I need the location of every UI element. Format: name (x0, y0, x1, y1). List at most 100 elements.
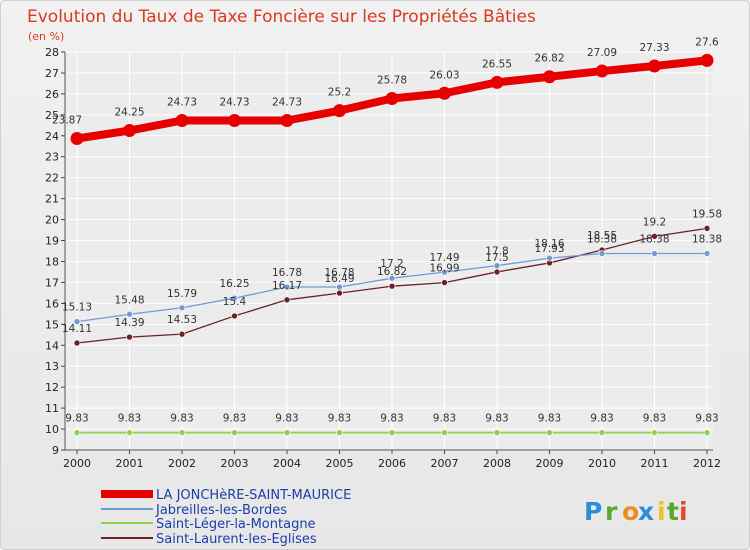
data-label-3-10: 18.55 (587, 230, 617, 242)
data-point-0-8 (490, 75, 504, 89)
data-point-2-9 (546, 429, 553, 436)
data-label-3-2: 14.53 (167, 314, 197, 326)
y-tick-label: 22 (45, 172, 59, 185)
data-label-0-1: 24.25 (114, 107, 144, 119)
y-tick-label: 19 (45, 235, 59, 248)
data-label-1-4: 16.78 (272, 267, 302, 279)
legend-entry-0: LA JONCHèRE-SAINT-MAURICE (156, 488, 351, 503)
data-point-1-0 (73, 318, 81, 325)
data-label-0-7: 26.03 (429, 69, 459, 81)
data-point-0-9 (543, 70, 556, 84)
data-point-2-12 (703, 429, 711, 436)
data-label-3-0: 14.11 (62, 323, 92, 335)
logo-letter-4: i (657, 497, 666, 526)
y-tick-label: 24 (45, 130, 59, 143)
data-label-0-5: 25.2 (328, 87, 351, 99)
x-tick-label: 2008 (483, 457, 511, 470)
data-point-0-3 (228, 113, 241, 127)
data-label-3-8: 17.5 (485, 252, 508, 264)
logo-letter-0: P (584, 497, 602, 526)
series-group (70, 53, 714, 436)
data-point-3-4 (283, 296, 291, 304)
data-point-1-9 (546, 254, 553, 262)
x-tick-label: 2007 (431, 457, 459, 470)
x-tick-label: 2011 (641, 457, 669, 470)
data-label-0-6: 25.78 (377, 75, 407, 87)
x-tick-label: 2000 (63, 457, 91, 470)
x-tick-label: 2004 (273, 457, 301, 470)
data-label-1-2: 15.79 (167, 288, 197, 300)
data-label-2-9: 9.83 (538, 413, 561, 425)
data-label-1-7: 17.49 (429, 252, 459, 264)
data-point-3-1 (126, 333, 133, 341)
data-label-2-3: 9.83 (223, 413, 246, 425)
data-label-0-10: 27.09 (587, 47, 617, 59)
y-tick-label: 12 (45, 381, 59, 394)
data-point-2-3 (231, 429, 238, 436)
x-tick-label: 2005 (326, 457, 354, 470)
data-point-1-8 (493, 262, 501, 269)
logo-letter-6: i (679, 497, 688, 526)
data-label-1-0: 15.13 (62, 302, 92, 314)
data-label-2-2: 9.83 (170, 413, 193, 425)
data-label-2-12: 9.83 (695, 413, 718, 425)
y-tick-label: 11 (45, 402, 59, 415)
data-label-1-10: 18.38 (587, 234, 617, 246)
data-label-1-1: 15.48 (114, 294, 144, 306)
axes: 9 10 11 12 13 14 15 16 17 18 19 20 21 22 23 24 25 26 27 28 2… (45, 46, 721, 470)
data-point-3-3 (231, 312, 238, 320)
data-point-0-5 (333, 104, 346, 118)
data-label-0-3: 24.73 (219, 96, 249, 108)
data-label-1-5: 16.78 (324, 267, 354, 279)
data-label-3-11: 19.2 (643, 216, 666, 228)
data-label-3-7: 16.99 (429, 263, 459, 275)
data-point-3-7 (441, 279, 448, 286)
data-label-2-4: 9.83 (275, 413, 298, 425)
data-label-3-12: 19.58 (692, 208, 722, 220)
x-tick-label: 2009 (536, 457, 564, 470)
data-point-0-4 (280, 113, 294, 127)
y-tick-label: 23 (45, 151, 59, 164)
data-point-0-6 (385, 92, 399, 106)
data-point-1-12 (703, 250, 711, 257)
data-label-2-1: 9.83 (118, 413, 141, 425)
data-point-3-2 (178, 330, 186, 338)
data-label-0-8: 26.55 (482, 58, 512, 70)
data-label-0-0: 23.87 (52, 115, 82, 127)
data-point-1-7 (441, 268, 448, 276)
data-point-3-0 (73, 339, 81, 347)
data-label-1-6: 17.2 (380, 258, 403, 270)
data-label-1-9: 18.16 (534, 238, 564, 250)
y-tick-label: 10 (45, 423, 59, 436)
data-point-2-7 (441, 429, 448, 436)
data-label-2-11: 9.83 (643, 413, 666, 425)
data-point-0-12 (700, 53, 714, 67)
data-label-0-2: 24.73 (167, 96, 197, 108)
data-point-0-0 (70, 132, 84, 146)
data-label-2-8: 9.83 (485, 413, 508, 425)
data-labels: 23.87 24.25 24.73 24.73 24.73 25.2 25.78 26.03 2… (52, 36, 722, 424)
data-label-1-12: 18.38 (692, 234, 722, 246)
data-point-2-4 (283, 429, 291, 436)
data-label-0-4: 24.73 (272, 96, 302, 108)
y-tick-label: 17 (45, 276, 59, 289)
data-point-1-1 (126, 310, 133, 318)
chart-title: Evolution du Taux de Taxe Foncière sur l… (27, 7, 536, 27)
data-point-1-10 (598, 250, 606, 257)
data-label-3-9: 17.93 (534, 243, 564, 255)
data-label-2-7: 9.83 (433, 413, 456, 425)
data-point-0-1 (123, 124, 136, 138)
data-point-0-2 (175, 113, 189, 127)
data-label-3-4: 16.17 (272, 280, 302, 292)
plot-area (65, 52, 713, 450)
y-tick-label: 25 (45, 109, 59, 122)
logo-letter-2: o (622, 497, 639, 526)
data-label-1-11: 18.38 (639, 234, 669, 246)
data-point-1-3 (231, 294, 238, 302)
y-tick-label: 16 (45, 297, 59, 310)
data-label-2-0: 9.83 (65, 413, 88, 425)
data-label-3-6: 16.82 (377, 266, 407, 278)
x-tick-label: 2010 (588, 457, 616, 470)
